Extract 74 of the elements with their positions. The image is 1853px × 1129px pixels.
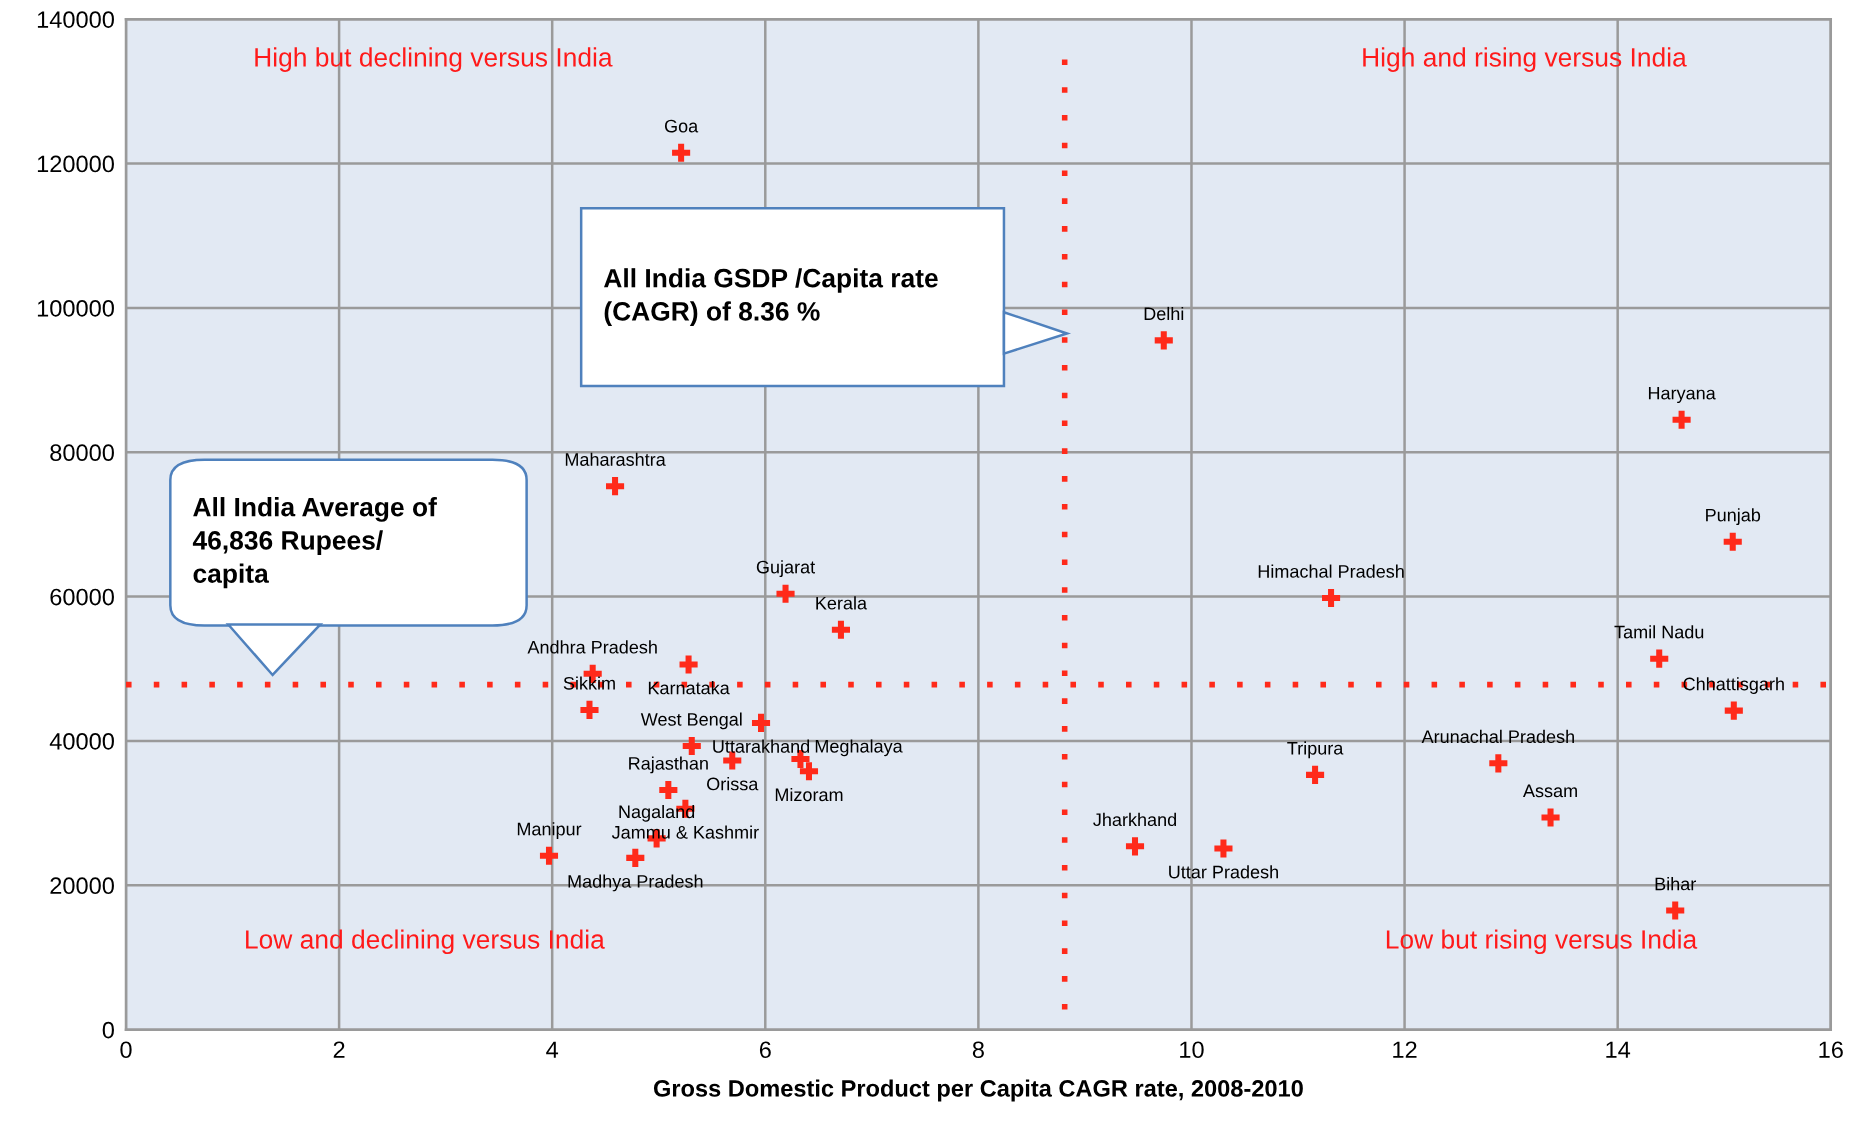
point: [679, 655, 698, 674]
point: [1650, 649, 1669, 668]
annotation: All India GSDP /Capita rate (CAGR) of 8.36 %: [603, 268, 938, 326]
annotation: Goa: [664, 119, 699, 133]
point: [1489, 754, 1508, 773]
x-tick-label: 8: [972, 1041, 984, 1059]
annotation: Arunachal Pradesh: [1421, 729, 1574, 744]
x-tick-label: 10: [1180, 1041, 1204, 1059]
annotation: Himachal Pradesh: [1258, 564, 1404, 578]
annotation: Gujarat: [756, 560, 816, 578]
point: [1541, 808, 1560, 827]
annotation: Madhya Pradesh: [568, 874, 703, 892]
point: [1154, 331, 1173, 350]
annotation: Karnataka: [648, 681, 730, 695]
point: [606, 477, 625, 496]
annotation: High and rising versus India: [1363, 47, 1687, 72]
point: [1666, 901, 1685, 920]
point: [751, 713, 771, 732]
annotation: Uttarakhand: [713, 739, 810, 753]
x-tick-label: 6: [759, 1041, 771, 1059]
point: [580, 700, 599, 719]
point: [1672, 410, 1691, 429]
annotation: Bihar: [1655, 877, 1696, 891]
point: [682, 736, 701, 756]
point: [1125, 837, 1145, 856]
y-tick-label: 100000: [37, 299, 114, 317]
annotation: Tripura: [1287, 741, 1344, 759]
point: [672, 143, 691, 162]
point: [1306, 765, 1325, 784]
point: [1322, 588, 1341, 608]
point: [1214, 839, 1233, 858]
x-tick-label: 14: [1606, 1041, 1631, 1058]
annotation: Rajasthan: [629, 756, 708, 774]
point: [539, 846, 559, 865]
y-tick-label: 140000: [37, 11, 114, 28]
point: [626, 848, 645, 867]
annotation: Maharashtra: [565, 452, 666, 466]
x-tick-label: 0: [120, 1041, 132, 1059]
annotation: Low but rising versus India: [1386, 929, 1698, 955]
annotation: Meghalaya: [815, 739, 903, 757]
annotation: Mizoram: [775, 787, 843, 802]
point: [659, 780, 678, 800]
annotation: Jharkhand: [1093, 812, 1177, 827]
annotation: Uttar Pradesh: [1169, 865, 1278, 879]
x-tick-label: 12: [1393, 1041, 1417, 1058]
y-tick-label: 60000: [50, 588, 114, 606]
point: [799, 762, 819, 781]
annotation: Tamil Nadu: [1614, 625, 1704, 639]
annotation: All India Average of 46,836 Rupees/ capita: [192, 497, 437, 589]
annotation: Punjab: [1706, 508, 1761, 526]
annotation: Manipur: [517, 822, 582, 840]
point: [1724, 701, 1743, 720]
annotation: Kerala: [816, 596, 868, 610]
annotation: West Bengal: [640, 712, 742, 730]
x-tick-label: 16: [1819, 1041, 1843, 1059]
point: [831, 620, 850, 639]
annotation: Chhattisgarh: [1683, 677, 1784, 694]
x-tick-label: 4: [546, 1041, 559, 1058]
annotation: Andhra Pradesh: [527, 640, 657, 654]
y-tick-label: 80000: [50, 444, 114, 462]
annotation: Delhi: [1144, 306, 1184, 321]
y-tick-label: 20000: [50, 877, 114, 895]
point: [1723, 532, 1742, 551]
annotation: Low and declining versus India: [246, 929, 605, 955]
point: [776, 584, 795, 603]
annotation: Assam: [1522, 784, 1577, 798]
annotation: Haryana: [1648, 386, 1716, 404]
annotation: Orissa: [707, 777, 759, 791]
annotation: High but declining versus India: [255, 47, 613, 72]
y-tick-label: 0: [102, 1021, 114, 1039]
x-tick-label: 2: [333, 1041, 345, 1058]
x-axis-title: Gross Domestic Product per Capita CAGR rate, 2008-2010: [653, 1079, 1303, 1102]
y-tick-label: 120000: [37, 155, 114, 173]
y-tick-label: 40000: [49, 733, 114, 750]
